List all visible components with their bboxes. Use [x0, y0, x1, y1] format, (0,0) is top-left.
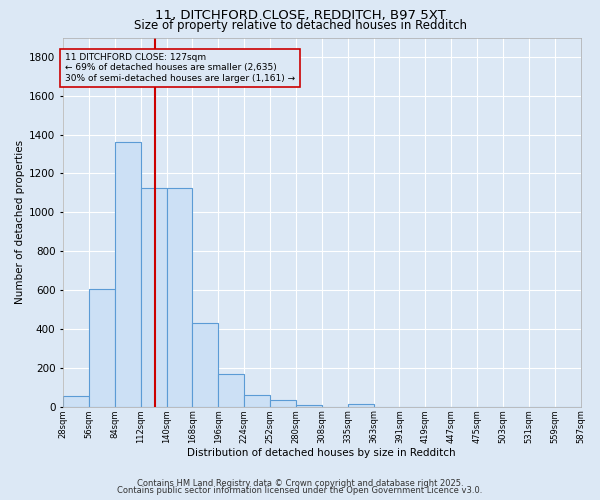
Text: Contains public sector information licensed under the Open Government Licence v3: Contains public sector information licen… [118, 486, 482, 495]
Bar [140, 188, 167, 406]
Bar [63, 396, 89, 406]
Text: 11, DITCHFORD CLOSE, REDDITCH, B97 5XT: 11, DITCHFORD CLOSE, REDDITCH, B97 5XT [155, 9, 445, 22]
X-axis label: Distribution of detached houses by size in Redditch: Distribution of detached houses by size … [187, 448, 456, 458]
Text: Size of property relative to detached houses in Redditch: Size of property relative to detached ho… [133, 19, 467, 32]
Bar [115, 142, 140, 406]
Bar [89, 289, 115, 406]
Bar [244, 395, 270, 406]
Bar [193, 323, 218, 406]
Bar [296, 404, 322, 406]
Bar [218, 374, 244, 406]
Bar [347, 404, 374, 406]
Y-axis label: Number of detached properties: Number of detached properties [15, 140, 25, 304]
Text: 11 DITCHFORD CLOSE: 127sqm
← 69% of detached houses are smaller (2,635)
30% of s: 11 DITCHFORD CLOSE: 127sqm ← 69% of deta… [65, 53, 295, 83]
Text: Contains HM Land Registry data © Crown copyright and database right 2025.: Contains HM Land Registry data © Crown c… [137, 478, 463, 488]
Bar [167, 188, 193, 406]
Bar [270, 400, 296, 406]
